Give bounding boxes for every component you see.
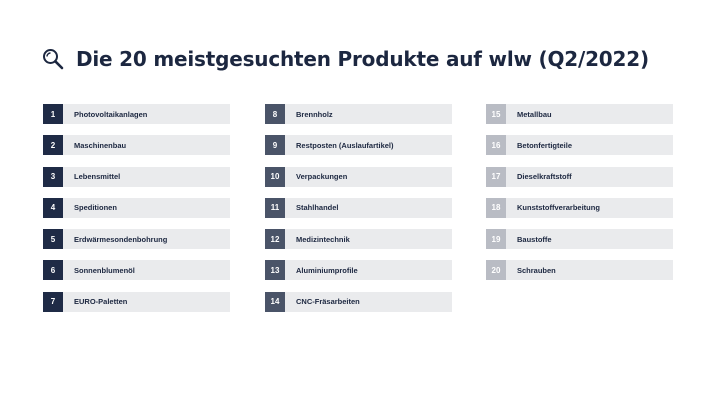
rank-badge: 7	[43, 291, 63, 312]
ranking-row: 2 Maschinenbau	[43, 135, 230, 156]
rank-badge: 14	[265, 291, 285, 312]
ranking-row: 4 Speditionen	[43, 197, 230, 218]
rank-badge: 17	[486, 166, 506, 187]
ranking-row: 14 CNC-Fräsarbeiten	[265, 291, 452, 312]
ranking-column-2: 8 Brennholz 9 Restposten (Auslaufartikel…	[265, 104, 452, 323]
rank-badge: 15	[486, 104, 506, 124]
product-label: Restposten (Auslaufartikel)	[296, 140, 394, 150]
product-label: Sonnenblumenöl	[74, 265, 135, 275]
product-label: Baustoffe	[517, 234, 552, 244]
ranking-row: 6 Sonnenblumenöl	[43, 260, 230, 281]
product-label: Metallbau	[517, 109, 552, 119]
page-title: Die 20 meistgesuchten Produkte auf wlw (…	[76, 47, 649, 71]
rank-badge: 3	[43, 166, 63, 187]
ranking-row: 3 Lebensmittel	[43, 166, 230, 187]
rank-badge: 8	[265, 104, 285, 124]
ranking-row: 8 Brennholz	[265, 104, 452, 124]
rank-badge: 18	[486, 197, 506, 218]
ranking-row: 16 Betonfertigteile	[486, 135, 673, 156]
product-label: Erdwärmesondenbohrung	[74, 234, 168, 244]
ranking-row: 18 Kunststoffverarbeitung	[486, 197, 673, 218]
product-label: Schrauben	[517, 265, 556, 275]
ranking-column-1: 1 Photovoltaikanlagen 2 Maschinenbau 3 L…	[43, 104, 230, 323]
product-label: Betonfertigteile	[517, 140, 573, 150]
product-label: Brennholz	[296, 109, 333, 119]
rank-badge: 13	[265, 260, 285, 281]
search-icon	[42, 48, 64, 70]
rank-badge: 20	[486, 260, 506, 281]
header: Die 20 meistgesuchten Produkte auf wlw (…	[42, 44, 649, 74]
rank-badge: 2	[43, 135, 63, 156]
rank-badge: 19	[486, 229, 506, 250]
product-label: Medizintechnik	[296, 234, 350, 244]
rank-badge: 16	[486, 135, 506, 156]
ranking-row: 19 Baustoffe	[486, 229, 673, 250]
ranking-row: 9 Restposten (Auslaufartikel)	[265, 135, 452, 156]
product-label: CNC-Fräsarbeiten	[296, 297, 360, 307]
ranking-row: 15 Metallbau	[486, 104, 673, 124]
ranking-row: 13 Aluminiumprofile	[265, 260, 452, 281]
ranking-row: 5 Erdwärmesondenbohrung	[43, 229, 230, 250]
ranking-row: 12 Medizintechnik	[265, 229, 452, 250]
ranking-column-3: 15 Metallbau 16 Betonfertigteile 17 Dies…	[486, 104, 673, 292]
ranking-row: 11 Stahlhandel	[265, 197, 452, 218]
product-label: Stahlhandel	[296, 203, 339, 213]
product-label: Verpackungen	[296, 172, 348, 182]
product-label: Kunststoffverarbeitung	[517, 203, 600, 213]
product-label: EURO-Paletten	[74, 297, 128, 307]
rank-badge: 10	[265, 166, 285, 187]
rank-badge: 5	[43, 229, 63, 250]
product-label: Aluminiumprofile	[296, 265, 358, 275]
product-label: Photovoltaikanlagen	[74, 109, 148, 119]
ranking-row: 7 EURO-Paletten	[43, 291, 230, 312]
rank-badge: 12	[265, 229, 285, 250]
ranking-row: 1 Photovoltaikanlagen	[43, 104, 230, 124]
product-label: Speditionen	[74, 203, 117, 213]
ranking-row: 17 Dieselkraftstoff	[486, 166, 673, 187]
product-label: Lebensmittel	[74, 172, 121, 182]
product-label: Maschinenbau	[74, 140, 127, 150]
ranking-row: 10 Verpackungen	[265, 166, 452, 187]
product-label: Dieselkraftstoff	[517, 172, 572, 182]
rank-badge: 11	[265, 197, 285, 218]
rank-badge: 4	[43, 197, 63, 218]
rank-badge: 6	[43, 260, 63, 281]
rank-badge: 1	[43, 104, 63, 124]
rank-badge: 9	[265, 135, 285, 156]
ranking-row: 20 Schrauben	[486, 260, 673, 281]
